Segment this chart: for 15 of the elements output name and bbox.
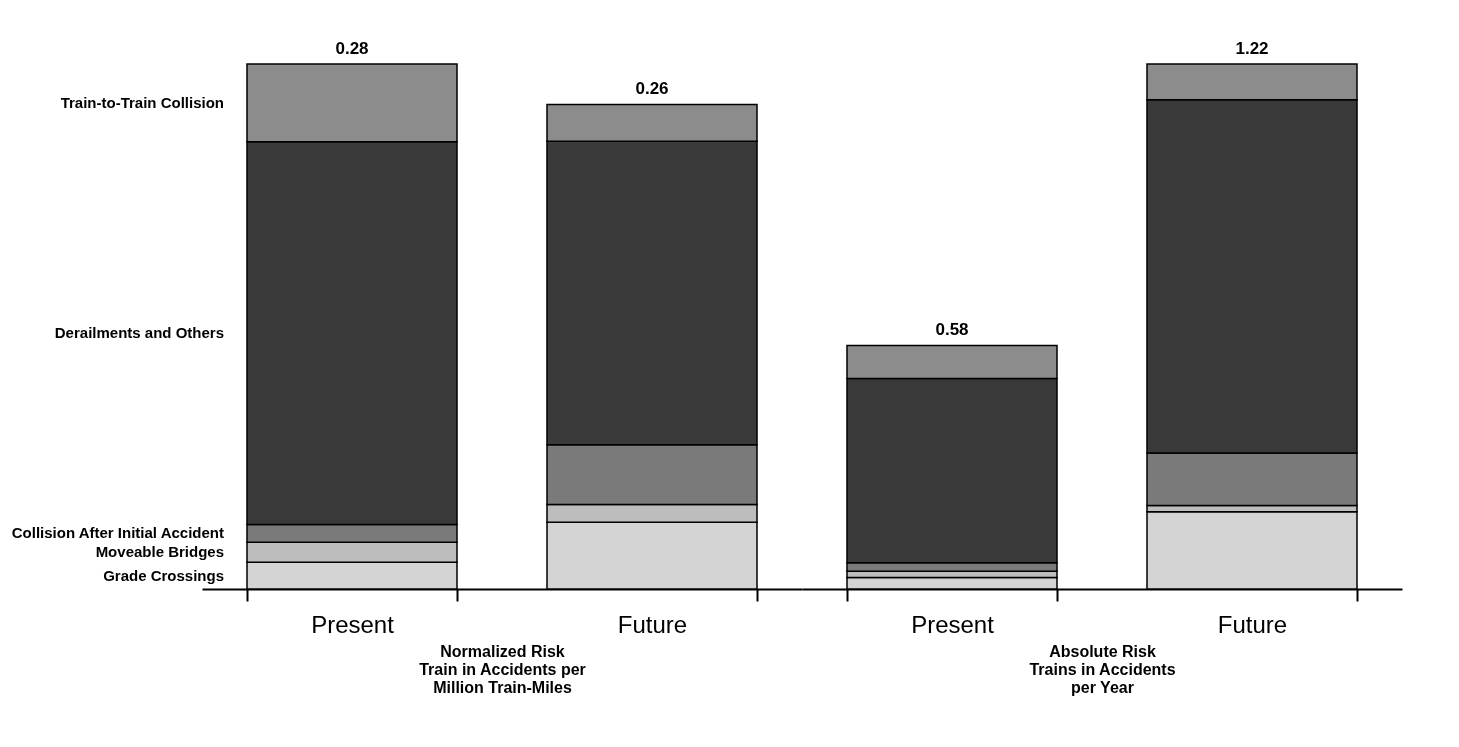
- x-tick-label: Future: [1217, 610, 1288, 638]
- annotation: 0.58: [935, 320, 969, 340]
- x-tick-label: Present: [911, 610, 995, 638]
- series-label: Train-to-Train Collision: [60, 93, 224, 111]
- annotation: 1.22: [1235, 39, 1269, 58]
- x-tick-label: Present: [311, 610, 395, 638]
- series-label: Collision After Initial Accident: [11, 524, 224, 542]
- series-label: Derailments and Others: [54, 324, 224, 342]
- x-tick-label: Future: [617, 610, 688, 638]
- x-axis-title: Normalized Risk Train in Accidents per Million Train-Miles: [419, 642, 586, 696]
- series-label: Moveable Bridges: [95, 543, 224, 561]
- annotation: 0.26: [635, 79, 669, 99]
- series-label: Grade Crossings: [103, 566, 224, 584]
- x-axis-title: Absolute Risk Trains in Accidents per Year: [1029, 642, 1176, 696]
- annotation: 0.28: [335, 39, 369, 58]
